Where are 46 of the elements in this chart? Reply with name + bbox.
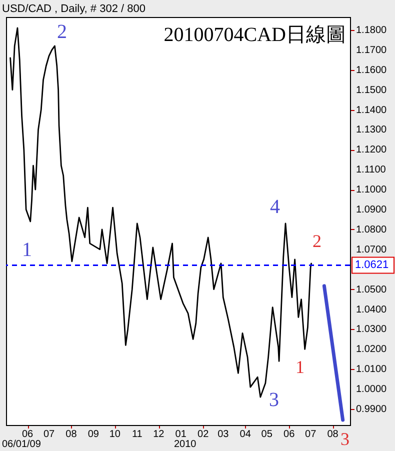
text: 2010 [174, 439, 197, 450]
y-tick-label: 1.1700 [356, 44, 388, 56]
y-tick-label: 1.0100 [356, 364, 388, 376]
x-tick-label: 11 [132, 429, 143, 440]
x-tick-label: 09 [88, 429, 100, 440]
x-tick-label: 07 [305, 429, 317, 440]
chart-title: 20100704CAD日線圖 [164, 24, 346, 46]
y-tick-label: 1.0500 [356, 284, 388, 296]
x-tick-label: 07 [43, 429, 55, 440]
annotation: 2 [312, 231, 322, 251]
y-tick-label: 0.9900 [356, 404, 388, 416]
y-tick-label: 1.0800 [356, 224, 388, 236]
annotation: 4 [270, 196, 280, 218]
y-tick-label: 1.1200 [356, 144, 388, 156]
x-tick-label: 08 [66, 429, 78, 440]
text: 06/01/09 [2, 439, 42, 450]
annotation: 2 [57, 21, 67, 43]
x-tick-label: 03 [218, 429, 230, 440]
x-tick-label: 06 [22, 429, 34, 440]
y-tick-label: 1.0000 [356, 384, 388, 396]
y-tick-label: 1.0200 [356, 344, 388, 356]
y-tick-label: 1.1800 [356, 24, 388, 36]
x-tick-label: 02 [198, 429, 210, 440]
annotation: 1 [22, 239, 32, 261]
y-tick-label: 1.0300 [356, 324, 388, 336]
x-tick-label: 04 [240, 429, 252, 440]
text: 3 [340, 429, 350, 449]
y-tick-label: 1.1500 [356, 84, 388, 96]
y-tick-label: 1.0400 [356, 304, 388, 316]
x-tick-label: 12 [153, 429, 165, 440]
ref-line-label: 1.0621 [355, 259, 389, 272]
x-tick-label: 10 [109, 429, 121, 440]
y-tick-label: 1.1000 [356, 184, 388, 196]
x-tick-label: 01 [175, 429, 187, 440]
y-tick-label: 1.1300 [356, 124, 388, 136]
y-tick-label: 1.1600 [356, 64, 388, 76]
y-tick-label: 1.1400 [356, 104, 388, 116]
annotation: 1 [296, 357, 304, 377]
y-tick-label: 1.0700 [356, 244, 388, 256]
y-tick-label: 1.1100 [356, 164, 386, 176]
x-tick-label: 06 [284, 429, 296, 440]
x-tick-label: 05 [261, 429, 273, 440]
y-tick-label: 1.0900 [356, 204, 388, 216]
annotation: 3 [269, 389, 279, 411]
chart-subtitle: USD/CAD , Daily, # 302 / 800 [2, 3, 146, 15]
x-tick-label: 08 [327, 429, 339, 440]
